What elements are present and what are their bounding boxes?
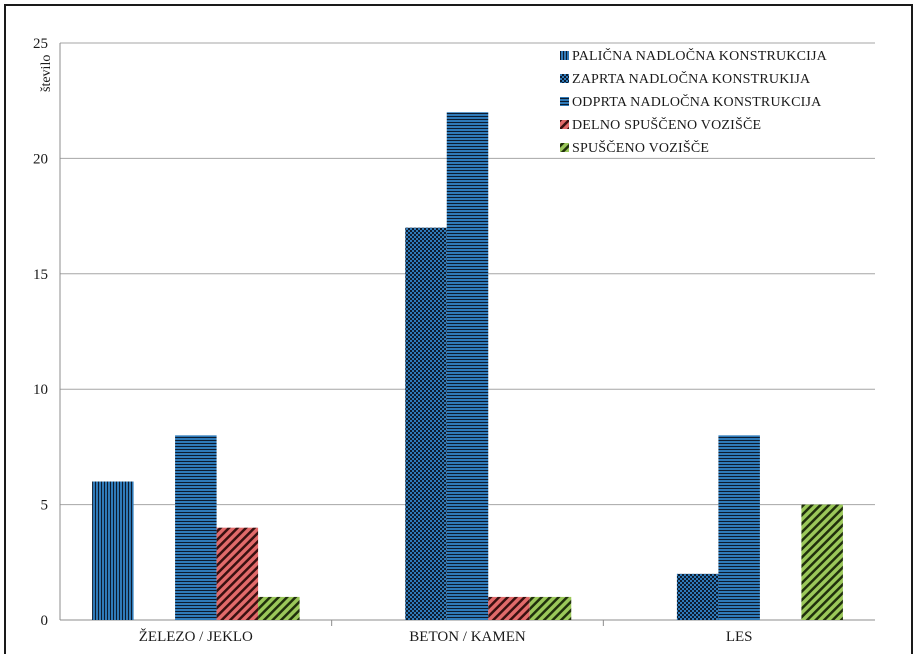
bar [718, 435, 760, 620]
legend-label: SPUŠČENO VOZIŠČE [572, 139, 709, 156]
legend-swatch [560, 97, 569, 106]
y-tick-label: 5 [41, 498, 49, 514]
y-tick-label: 0 [41, 613, 49, 629]
y-tick-label: 15 [33, 267, 48, 283]
legend-label: DELNO SPUŠČENO VOZIŠČE [572, 116, 761, 133]
legend: PALIČNA NADLOČNA KONSTRUKCIJA ZAPRTA NADL… [560, 47, 828, 156]
x-category-label: LES [726, 629, 753, 645]
bar [216, 527, 259, 620]
legend-label: ZAPRTA NADLOČNA KONSTRUKIJA [572, 70, 811, 87]
bar [175, 435, 217, 620]
bar [676, 573, 719, 620]
legend-label: PALIČNA NADLOČNA KONSTRUKCIJA [572, 47, 828, 64]
y-tick-label: 20 [33, 151, 48, 167]
x-category-label: BETON / KAMEN [409, 629, 526, 645]
bar [529, 596, 572, 620]
y-axis-ticks: 0 5 10 15 20 25 [33, 36, 48, 629]
bars [92, 112, 843, 621]
y-axis-label: število [39, 55, 54, 92]
bar [405, 227, 447, 620]
x-axis-categories: ŽELEZO / JEKLO BETON / KAMEN LES [139, 620, 753, 645]
bar [801, 504, 843, 620]
legend-swatch [560, 143, 569, 152]
y-tick-label: 10 [33, 382, 48, 398]
bar [488, 596, 530, 620]
bar [92, 481, 134, 620]
y-tick-label: 25 [33, 36, 48, 52]
bar [258, 596, 300, 620]
legend-swatch [560, 51, 569, 60]
bar [446, 112, 489, 621]
legend-label: ODPRTA NADLOČNA KONSTRUKCIJA [572, 93, 822, 110]
legend-swatch [560, 120, 569, 129]
x-category-label: ŽELEZO / JEKLO [139, 628, 253, 645]
legend-swatch [560, 74, 569, 83]
